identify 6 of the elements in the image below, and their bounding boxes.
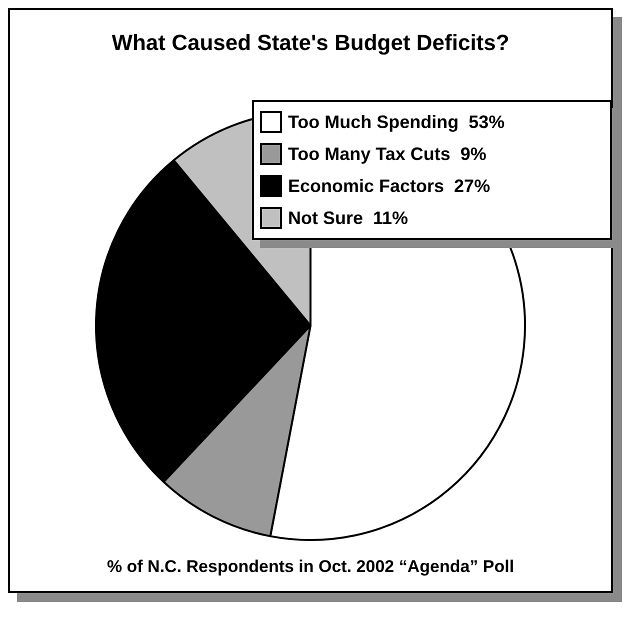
legend-label: Too Much Spending 53% — [288, 112, 505, 132]
legend-label: Not Sure 11% — [288, 208, 408, 228]
legend-label: Economic Factors 27% — [288, 176, 490, 196]
chart-title: What Caused State's Budget Deficits? — [110, 30, 510, 56]
text: % of N.C. Respondents in Oct. 2002 “Agenda” Poll — [106, 557, 516, 577]
legend-label: Too Many Tax Cuts 9% — [288, 144, 486, 164]
